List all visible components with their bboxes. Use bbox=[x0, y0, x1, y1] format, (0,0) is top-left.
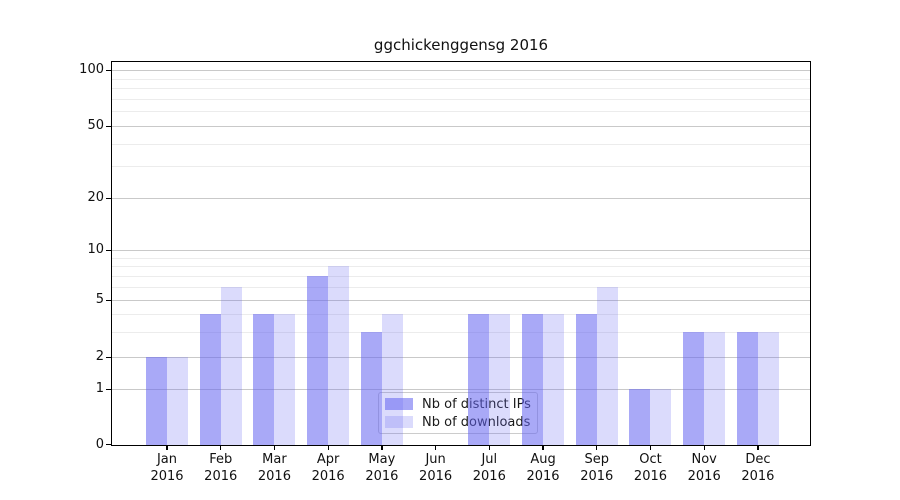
legend-swatch-downloads bbox=[385, 416, 413, 428]
y-minor-gridline bbox=[112, 78, 810, 80]
y-major-gridline bbox=[112, 70, 810, 71]
y-minor-gridline bbox=[112, 111, 810, 113]
x-tick-mark bbox=[435, 445, 437, 450]
bar-distinct-ips bbox=[575, 313, 597, 445]
x-tick-label: Oct 2016 bbox=[633, 452, 668, 484]
y-minor-gridline bbox=[112, 286, 810, 288]
y-tick-mark bbox=[106, 356, 111, 358]
y-minor-gridline bbox=[112, 331, 810, 333]
y-tick-label: 0 bbox=[95, 436, 104, 452]
bar-distinct-ips bbox=[307, 275, 329, 445]
bar-distinct-ips bbox=[736, 331, 758, 445]
y-major-gridline bbox=[112, 357, 810, 358]
y-minor-gridline bbox=[112, 275, 810, 277]
x-tick-label: Nov 2016 bbox=[687, 452, 721, 484]
y-tick-label: 20 bbox=[87, 190, 104, 205]
bar-distinct-ips bbox=[253, 313, 275, 445]
y-tick-label: 100 bbox=[79, 62, 104, 77]
bar-downloads bbox=[757, 331, 779, 445]
x-tick-mark bbox=[649, 445, 652, 450]
y-tick-mark bbox=[106, 249, 111, 251]
bar-downloads bbox=[543, 313, 565, 445]
x-tick-mark bbox=[166, 445, 168, 450]
y-minor-gridline bbox=[112, 257, 810, 259]
x-tick-mark bbox=[542, 445, 544, 450]
y-major-gridline bbox=[112, 389, 810, 390]
bar-downloads bbox=[381, 313, 403, 445]
y-tick-mark bbox=[106, 125, 111, 127]
y-minor-gridline bbox=[112, 266, 810, 268]
x-tick-mark bbox=[220, 445, 222, 450]
y-minor-gridline bbox=[112, 88, 810, 90]
x-tick-label: Jul 2016 bbox=[472, 452, 506, 484]
plot-area: Nb of distinct IPs Nb of downloads bbox=[111, 61, 811, 446]
y-major-gridline bbox=[112, 250, 810, 251]
x-tick-mark bbox=[596, 445, 598, 450]
bar-distinct-ips bbox=[522, 313, 544, 445]
y-minor-gridline bbox=[112, 143, 810, 145]
bar-downloads bbox=[274, 313, 296, 445]
x-tick-label: Sep 2016 bbox=[580, 452, 614, 484]
legend-swatch-distinct-ips bbox=[385, 398, 413, 410]
bar-distinct-ips bbox=[146, 357, 167, 445]
bar-distinct-ips bbox=[468, 313, 490, 445]
bar-downloads bbox=[167, 357, 188, 445]
bar-distinct-ips bbox=[199, 313, 221, 445]
x-tick-mark bbox=[273, 445, 276, 450]
y-tick-label: 5 bbox=[95, 292, 104, 307]
x-tick-mark bbox=[327, 445, 329, 450]
y-major-gridline bbox=[112, 300, 810, 301]
y-tick-mark bbox=[106, 197, 111, 199]
bar-downloads bbox=[596, 286, 618, 445]
y-tick-mark bbox=[106, 299, 111, 301]
y-major-gridline bbox=[112, 198, 810, 199]
y-tick-label: 10 bbox=[87, 242, 104, 257]
y-tick-mark bbox=[106, 69, 111, 71]
y-tick-label: 1 bbox=[95, 381, 104, 396]
bar-distinct-ips bbox=[360, 331, 382, 445]
y-major-gridline bbox=[112, 126, 810, 127]
bar-downloads bbox=[489, 313, 511, 445]
x-tick-label: Mar 2016 bbox=[257, 452, 291, 484]
x-tick-label: Feb 2016 bbox=[204, 452, 238, 484]
y-tick-label: 50 bbox=[87, 118, 104, 133]
y-tick-mark bbox=[106, 388, 111, 390]
x-tick-label: Aug 2016 bbox=[526, 452, 560, 484]
x-tick-mark bbox=[488, 445, 491, 450]
y-tick-label: 2 bbox=[95, 349, 104, 364]
x-tick-mark bbox=[757, 445, 759, 450]
y-tick-mark bbox=[106, 444, 111, 446]
x-tick-mark bbox=[381, 445, 383, 450]
y-minor-gridline bbox=[112, 98, 810, 100]
bar-downloads bbox=[704, 331, 726, 445]
x-tick-label: Jun 2016 bbox=[419, 452, 453, 484]
bar-distinct-ips bbox=[683, 331, 705, 445]
x-tick-label: May 2016 bbox=[365, 452, 399, 484]
bar-downloads bbox=[328, 266, 350, 445]
x-tick-label: Dec 2016 bbox=[741, 452, 775, 484]
bar-distinct-ips bbox=[629, 389, 651, 445]
bar-downloads bbox=[220, 286, 242, 445]
bar-downloads bbox=[650, 389, 672, 445]
x-tick-label: Jan 2016 bbox=[150, 452, 184, 484]
y-minor-gridline bbox=[112, 313, 810, 315]
x-tick-mark bbox=[703, 445, 705, 450]
x-tick-label: Apr 2016 bbox=[311, 452, 345, 484]
chart-title: ggchickenggensg 2016 bbox=[373, 36, 549, 54]
y-minor-gridline bbox=[112, 166, 810, 168]
